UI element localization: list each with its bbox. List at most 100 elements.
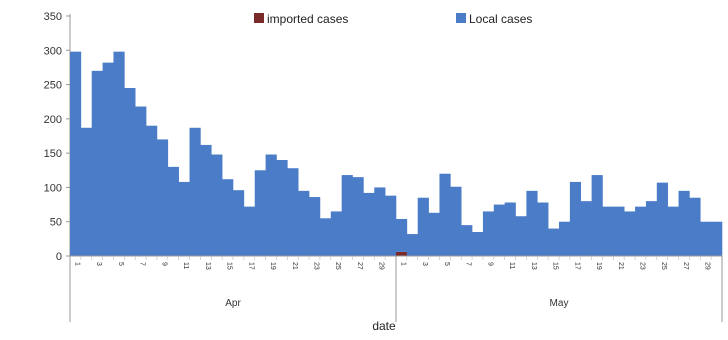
bar-local bbox=[700, 221, 712, 256]
bar-local bbox=[233, 190, 245, 256]
bar-local bbox=[80, 127, 93, 257]
bar-local bbox=[363, 192, 375, 256]
bar-local bbox=[91, 70, 103, 256]
bar-local bbox=[526, 190, 538, 256]
bar-local bbox=[711, 221, 723, 256]
legend: imported cases Local cases bbox=[254, 12, 532, 26]
x-tick-label: 23 bbox=[313, 262, 320, 270]
y-tick-label: 50 bbox=[50, 217, 62, 229]
x-tick-label: 25 bbox=[334, 262, 341, 270]
bar-local bbox=[624, 211, 636, 256]
bar-local bbox=[482, 211, 495, 256]
bar-local bbox=[309, 197, 321, 256]
bar-local bbox=[189, 127, 201, 257]
x-tick-label: 9 bbox=[160, 262, 167, 266]
x-tick-label: 17 bbox=[573, 262, 580, 270]
bar-local bbox=[645, 201, 658, 256]
x-tick-label: 13 bbox=[530, 262, 537, 270]
bar-local bbox=[319, 218, 332, 256]
bar-local bbox=[178, 181, 190, 256]
bar-local bbox=[569, 181, 582, 256]
bar-local bbox=[124, 88, 136, 256]
x-tick-label: 27 bbox=[356, 262, 363, 270]
bar-local bbox=[211, 154, 223, 256]
bar-local bbox=[472, 232, 484, 256]
y-tick-label: 200 bbox=[44, 114, 62, 126]
x-tick-label: 19 bbox=[269, 262, 276, 270]
bar-local bbox=[396, 218, 408, 252]
bar-local bbox=[667, 206, 679, 256]
x-group-label: May bbox=[550, 298, 569, 309]
bar-local bbox=[580, 201, 592, 256]
bar-local bbox=[341, 175, 353, 256]
y-tick-label: 150 bbox=[44, 148, 62, 160]
x-tick-label: 13 bbox=[204, 262, 211, 270]
x-tick-label: 29 bbox=[378, 262, 385, 270]
bar-local bbox=[515, 216, 527, 256]
x-tick-label: 5 bbox=[443, 262, 450, 266]
x-tick-label: 7 bbox=[139, 262, 146, 266]
bar-local bbox=[635, 206, 647, 256]
legend-swatch-imported bbox=[254, 13, 264, 23]
bar-local bbox=[243, 206, 256, 256]
y-tick-label: 300 bbox=[44, 45, 62, 57]
bar-local bbox=[602, 206, 614, 256]
x-tick-label: 11 bbox=[182, 262, 189, 269]
bar-local bbox=[374, 187, 386, 256]
bar-local bbox=[113, 51, 125, 257]
bar-local bbox=[613, 206, 625, 256]
bar-local bbox=[265, 154, 277, 256]
x-tick-label: 3 bbox=[95, 262, 102, 266]
x-axis: 1 3 5 7 9 11 13 15 17 19 21 23 25 27 29 1 3 5 7 9 11 13 15 17 19… bbox=[69, 255, 723, 322]
y-tick-label: 0 bbox=[56, 251, 62, 263]
x-tick-label: 5 bbox=[117, 262, 124, 266]
x-tick-label: 27 bbox=[682, 262, 689, 270]
x-tick-label: 21 bbox=[291, 262, 298, 270]
bar-local bbox=[254, 170, 266, 256]
y-tick-label: 100 bbox=[44, 182, 62, 194]
x-tick-label: 11 bbox=[508, 262, 515, 269]
bar-local bbox=[222, 179, 234, 256]
bar-local bbox=[70, 51, 82, 257]
bar-local bbox=[656, 182, 668, 256]
bar-local bbox=[493, 204, 505, 256]
bar-local bbox=[287, 168, 299, 256]
legend-swatch-local bbox=[456, 13, 466, 23]
x-tick-label: 15 bbox=[226, 262, 233, 270]
bar-local bbox=[385, 195, 397, 256]
x-tick-label: 17 bbox=[247, 262, 254, 270]
bar-local bbox=[504, 202, 516, 256]
x-tick-label: 7 bbox=[465, 262, 472, 266]
bar-local bbox=[428, 212, 440, 256]
bar-local bbox=[330, 211, 342, 256]
y-axis: 0 50 100 150 200 250 300 350 bbox=[44, 11, 71, 263]
bar-local bbox=[156, 139, 169, 256]
bar-local bbox=[417, 197, 429, 256]
bar-local bbox=[135, 106, 147, 256]
x-tick-label: 25 bbox=[660, 262, 667, 270]
x-tick-label: 15 bbox=[552, 262, 559, 270]
x-tick-label: 23 bbox=[639, 262, 646, 270]
bar-local bbox=[406, 234, 419, 256]
x-tick-label: 1 bbox=[399, 262, 406, 266]
legend-label-imported: imported cases bbox=[267, 12, 348, 26]
bar-local bbox=[276, 160, 288, 256]
legend-label-local: Local cases bbox=[469, 12, 532, 26]
bar-imported bbox=[396, 251, 408, 256]
x-tick-label: 1 bbox=[73, 262, 80, 266]
x-axis-title: date bbox=[372, 319, 396, 333]
bar-local bbox=[450, 186, 462, 256]
bar-local bbox=[689, 197, 701, 256]
bar-local bbox=[167, 166, 179, 256]
x-tick-label: 19 bbox=[595, 262, 602, 270]
bar-local bbox=[200, 144, 212, 256]
bars bbox=[70, 51, 723, 257]
bar-local bbox=[591, 175, 603, 256]
bar-local bbox=[537, 202, 549, 256]
bar-local bbox=[678, 190, 690, 256]
bar-local bbox=[298, 190, 310, 256]
bar-local bbox=[146, 125, 158, 256]
y-tick-label: 250 bbox=[44, 80, 62, 92]
x-group-label: Apr bbox=[225, 298, 241, 309]
